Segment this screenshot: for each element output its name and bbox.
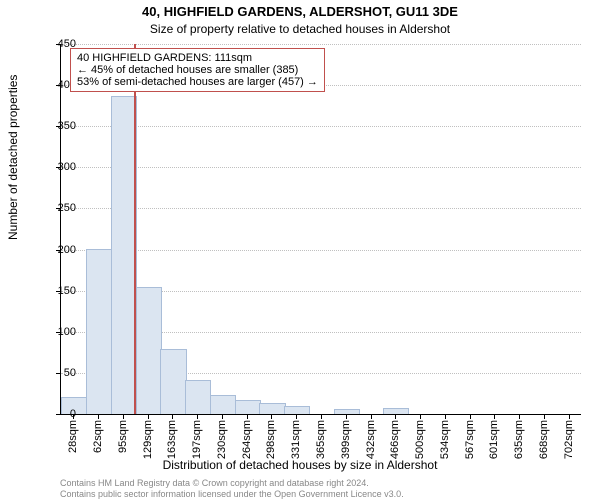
xtick-label: 264sqm	[241, 420, 253, 459]
xtick-mark	[123, 414, 124, 419]
ytick-label: 200	[36, 244, 76, 256]
xtick-mark	[544, 414, 545, 419]
histogram-bar	[235, 400, 261, 414]
ytick-label: 0	[36, 408, 76, 420]
xtick-mark	[346, 414, 347, 419]
xtick-mark	[222, 414, 223, 419]
histogram-bar	[259, 403, 285, 414]
ytick-label: 100	[36, 326, 76, 338]
xtick-label: 432sqm	[365, 420, 377, 459]
xtick-label: 95sqm	[117, 420, 129, 453]
xtick-mark	[172, 414, 173, 419]
xtick-label: 534sqm	[439, 420, 451, 459]
annotation-line2: ← 45% of detached houses are smaller (38…	[77, 64, 318, 76]
annotation-line	[134, 44, 136, 414]
histogram-bar	[160, 349, 186, 414]
xtick-mark	[445, 414, 446, 419]
credit-line-2: Contains public sector information licen…	[60, 489, 404, 500]
xtick-mark	[494, 414, 495, 419]
histogram-bar	[136, 287, 162, 414]
xtick-mark	[271, 414, 272, 419]
xtick-label: 163sqm	[166, 420, 178, 459]
xtick-label: 399sqm	[340, 420, 352, 459]
xtick-label: 466sqm	[389, 420, 401, 459]
grid-line	[61, 44, 581, 45]
xtick-mark	[98, 414, 99, 419]
xtick-mark	[519, 414, 520, 419]
chart-container: 40, HIGHFIELD GARDENS, ALDERSHOT, GU11 3…	[0, 0, 600, 500]
annotation-line3: 53% of semi-detached houses are larger (…	[77, 76, 318, 88]
chart-title-1: 40, HIGHFIELD GARDENS, ALDERSHOT, GU11 3…	[0, 4, 600, 19]
histogram-bar	[334, 409, 360, 414]
histogram-bar	[284, 406, 310, 414]
xtick-mark	[569, 414, 570, 419]
ytick-label: 50	[36, 367, 76, 379]
x-axis-label: Distribution of detached houses by size …	[0, 458, 600, 472]
grid-line	[61, 126, 581, 127]
xtick-mark	[470, 414, 471, 419]
xtick-label: 365sqm	[315, 420, 327, 459]
xtick-label: 230sqm	[216, 420, 228, 459]
xtick-mark	[420, 414, 421, 419]
histogram-bar	[111, 96, 137, 414]
ytick-label: 300	[36, 161, 76, 173]
xtick-label: 197sqm	[191, 420, 203, 459]
xtick-label: 28sqm	[67, 420, 79, 453]
credit-text: Contains HM Land Registry data © Crown c…	[60, 478, 404, 500]
grid-line	[61, 167, 581, 168]
ytick-label: 250	[36, 202, 76, 214]
plot-area: 28sqm62sqm95sqm129sqm163sqm197sqm230sqm2…	[60, 44, 581, 415]
chart-title-2: Size of property relative to detached ho…	[0, 22, 600, 36]
credit-line-1: Contains HM Land Registry data © Crown c…	[60, 478, 404, 489]
xtick-mark	[296, 414, 297, 419]
xtick-label: 331sqm	[290, 420, 302, 459]
xtick-mark	[371, 414, 372, 419]
xtick-label: 668sqm	[538, 420, 550, 459]
xtick-mark	[247, 414, 248, 419]
xtick-label: 500sqm	[414, 420, 426, 459]
xtick-mark	[395, 414, 396, 419]
xtick-label: 567sqm	[464, 420, 476, 459]
xtick-label: 62sqm	[92, 420, 104, 453]
ytick-label: 150	[36, 285, 76, 297]
annotation-box: 40 HIGHFIELD GARDENS: 111sqm← 45% of det…	[70, 48, 325, 92]
xtick-mark	[148, 414, 149, 419]
y-axis-label: Number of detached properties	[6, 75, 20, 240]
xtick-label: 702sqm	[563, 420, 575, 459]
xtick-label: 129sqm	[142, 420, 154, 459]
xtick-mark	[197, 414, 198, 419]
xtick-label: 601sqm	[488, 420, 500, 459]
xtick-label: 635sqm	[513, 420, 525, 459]
xtick-mark	[321, 414, 322, 419]
histogram-bar	[210, 395, 236, 414]
annotation-line1: 40 HIGHFIELD GARDENS: 111sqm	[77, 52, 318, 64]
histogram-bar	[185, 380, 211, 414]
histogram-bar	[86, 249, 112, 414]
grid-line	[61, 250, 581, 251]
xtick-label: 298sqm	[265, 420, 277, 459]
grid-line	[61, 208, 581, 209]
ytick-label: 350	[36, 120, 76, 132]
